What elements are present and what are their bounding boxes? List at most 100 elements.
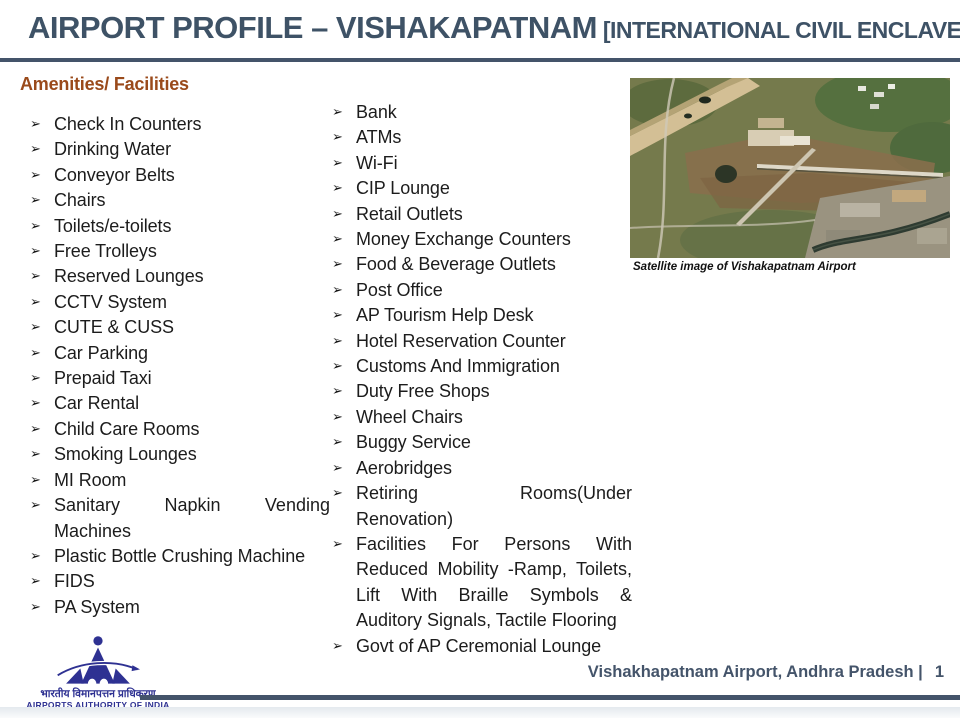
arrow-bullet-icon: ➢: [30, 218, 41, 234]
arrow-bullet-icon: ➢: [332, 333, 343, 349]
list-item: ➢ CUTE & CUSS: [30, 315, 336, 340]
list-item: ➢ Free Trolleys: [30, 239, 336, 264]
amenity-text: Sanitary Napkin Vending Machines: [54, 495, 330, 541]
list-item: ➢ AP Tourism Help Desk: [332, 303, 642, 328]
list-item: ➢ CIP Lounge: [332, 176, 642, 201]
arrow-bullet-icon: ➢: [332, 638, 343, 654]
satellite-image-caption: Satellite image of Vishakapatnam Airport: [633, 261, 856, 273]
arrow-bullet-icon: ➢: [30, 447, 41, 463]
arrow-bullet-icon: ➢: [332, 282, 343, 298]
arrow-bullet-icon: ➢: [30, 345, 41, 361]
amenity-text: Smoking Lounges: [54, 444, 197, 465]
list-item: ➢ Prepaid Taxi: [30, 366, 336, 391]
amenities-heading: Amenities/ Facilities: [20, 74, 189, 94]
list-item: ➢ Retail Outlets: [332, 202, 642, 227]
arrow-bullet-icon: ➢: [30, 269, 41, 285]
amenity-text: Food & Beverage Outlets: [356, 254, 556, 275]
arrow-bullet-icon: ➢: [332, 308, 343, 324]
arrow-bullet-icon: ➢: [332, 130, 343, 146]
amenity-text: Car Rental: [54, 393, 140, 414]
list-item: ➢ Aerobridges: [332, 456, 642, 481]
list-item: ➢ Conveyor Belts: [30, 163, 336, 188]
arrow-bullet-icon: ➢: [332, 486, 343, 502]
footer-label: Vishakhapatnam Airport, Andhra Pradesh |: [587, 663, 923, 681]
arrow-bullet-icon: ➢: [332, 155, 343, 171]
satellite-image: [630, 78, 950, 258]
list-item: ➢ Sanitary Napkin Vending Machines: [30, 493, 336, 544]
list-item: ➢ Wheel Chairs: [332, 405, 642, 430]
aai-logo-mark: [56, 636, 140, 684]
page-number: 1: [934, 663, 944, 681]
amenity-text: Duty Free Shops: [356, 381, 490, 402]
list-item: ➢ Govt of AP Ceremonial Lounge: [332, 634, 642, 659]
arrow-bullet-icon: ➢: [332, 359, 343, 375]
amenity-text: CCTV System: [54, 291, 167, 312]
amenity-text: Child Care Rooms: [54, 418, 200, 439]
list-item: ➢ Chairs: [30, 188, 336, 213]
arrow-bullet-icon: ➢: [332, 536, 343, 552]
amenity-text: Bank: [356, 102, 397, 122]
arrow-bullet-icon: ➢: [30, 574, 41, 590]
amenity-text: Facilities For Persons With Reduced Mobi…: [356, 533, 632, 631]
amenity-text: Toilets/e-toilets: [54, 215, 172, 236]
arrow-bullet-icon: ➢: [30, 421, 41, 437]
amenity-text: Govt of AP Ceremonial Lounge: [356, 635, 602, 656]
amenity-text: Chairs: [54, 190, 106, 211]
arrow-bullet-icon: ➢: [30, 193, 41, 209]
list-item: ➢ Smoking Lounges: [30, 442, 336, 467]
arrow-bullet-icon: ➢: [30, 548, 41, 564]
amenity-text: Plastic Bottle Crushing Machine: [54, 545, 306, 566]
amenity-text: AP Tourism Help Desk: [356, 305, 534, 326]
arrow-bullet-icon: ➢: [30, 117, 41, 132]
list-item: ➢ ATMs: [332, 125, 642, 150]
amenity-text: CIP Lounge: [356, 178, 450, 199]
list-item: ➢ Reserved Lounges: [30, 264, 336, 289]
aai-logo-hindi-text: भारतीय विमानपत्तन प्राधिकरण: [40, 688, 156, 700]
amenity-text: MI Room: [54, 469, 127, 490]
list-item: ➢ MI Room: [30, 468, 336, 493]
amenities-list-right: ➢ Bank ➢ ATMs ➢ Wi-Fi ➢ CIP Lounge ➢ Retail O…: [332, 100, 642, 659]
title-prefix: AIRPORT PROFILE –: [28, 10, 336, 45]
arrow-bullet-icon: ➢: [332, 435, 343, 451]
arrow-bullet-icon: ➢: [332, 206, 343, 222]
amenity-text: Conveyor Belts: [54, 164, 175, 185]
list-item: ➢ PA System: [30, 595, 336, 620]
amenity-text: Customs And Immigration: [356, 356, 560, 377]
amenity-text: CUTE & CUSS: [54, 317, 174, 338]
arrow-bullet-icon: ➢: [30, 472, 41, 488]
title-airport-name: VISHAKAPATNAM: [335, 10, 598, 45]
arrow-bullet-icon: ➢: [30, 244, 41, 260]
footer-divider: [140, 695, 960, 700]
arrow-bullet-icon: ➢: [30, 320, 41, 336]
list-item: ➢ CCTV System: [30, 290, 336, 315]
arrow-bullet-icon: ➢: [30, 167, 41, 183]
arrow-bullet-icon: ➢: [30, 142, 41, 158]
arrow-bullet-icon: ➢: [332, 409, 343, 425]
list-item: ➢ Toilets/e-toilets: [30, 214, 336, 239]
amenity-text: Free Trolleys: [54, 241, 157, 262]
list-item: ➢ Car Parking: [30, 341, 336, 366]
amenity-text: Check In Counters: [54, 114, 202, 134]
amenities-list-left: ➢ Check In Counters ➢ Drinking Water ➢ Conv…: [30, 112, 336, 620]
amenity-text: ATMs: [356, 127, 402, 148]
list-item: ➢ Bank: [332, 100, 642, 125]
amenity-text: Retail Outlets: [356, 203, 463, 224]
amenity-text: FIDS: [54, 571, 95, 592]
list-item: ➢ Child Care Rooms: [30, 417, 336, 442]
title-divider: [0, 58, 960, 62]
amenity-text: PA System: [54, 596, 140, 617]
list-item: ➢ Retiring Rooms(Under Renovation): [332, 481, 642, 532]
amenity-text: Hotel Reservation Counter: [356, 330, 566, 351]
list-item: ➢ Post Office: [332, 278, 642, 303]
arrow-bullet-icon: ➢: [30, 294, 41, 310]
amenity-text: Post Office: [356, 279, 443, 300]
arrow-bullet-icon: ➢: [30, 599, 41, 615]
aai-logo-english-text: AIRPORTS AUTHORITY OF INDIA: [26, 700, 170, 711]
aai-logo: भारतीय विमानपत्तन प्राधिकरण AIRPORTS AUT…: [22, 634, 174, 710]
list-item: ➢ Hotel Reservation Counter: [332, 329, 642, 354]
amenity-text: Wi-Fi: [356, 152, 398, 173]
arrow-bullet-icon: ➢: [332, 460, 343, 476]
amenity-text: Buggy Service: [356, 432, 471, 453]
slide-title: AIRPORT PROFILE – VISHAKAPATNAM [INTERNA…: [28, 10, 960, 46]
amenity-text: Aerobridges: [356, 457, 452, 478]
